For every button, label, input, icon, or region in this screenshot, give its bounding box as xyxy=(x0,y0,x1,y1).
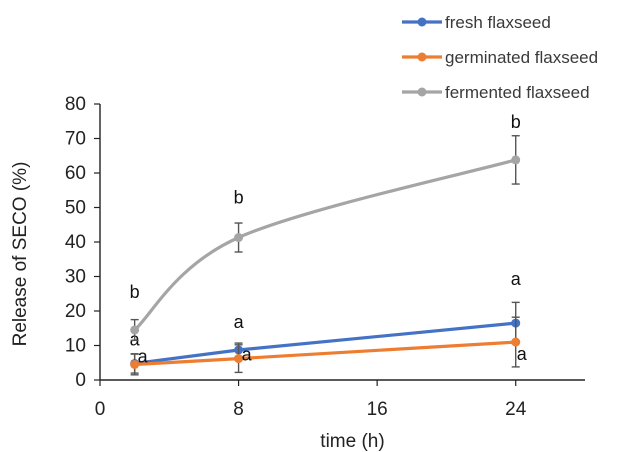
y-tick-label: 50 xyxy=(65,198,86,219)
x-tick-label: 16 xyxy=(367,399,388,420)
legend-marker xyxy=(417,17,427,27)
legend-label: fermented flaxseed xyxy=(445,83,590,102)
data-point xyxy=(130,359,140,369)
significance-label: a xyxy=(242,345,253,365)
y-tick-label: 80 xyxy=(65,94,86,115)
x-tick-label: 0 xyxy=(95,399,106,420)
significance-label: b xyxy=(234,188,244,208)
significance-label: a xyxy=(511,269,522,289)
y-tick-label: 30 xyxy=(65,267,86,288)
y-tick-label: 40 xyxy=(65,232,86,253)
y-tick-label: 70 xyxy=(65,129,86,150)
plot-area: 01020304050607080081624aaaaaabbb xyxy=(65,94,585,420)
significance-label: b xyxy=(511,112,521,132)
significance-label: a xyxy=(234,312,245,332)
legend-label: germinated flaxseed xyxy=(445,48,598,67)
series-line xyxy=(133,158,518,332)
series-line xyxy=(133,340,518,367)
data-point xyxy=(511,337,521,347)
y-tick-label: 60 xyxy=(65,163,86,184)
significance-label: a xyxy=(517,344,528,364)
y-tick-label: 10 xyxy=(65,336,86,357)
y-axis-label: Release of SECO (%) xyxy=(10,162,31,347)
legend-marker xyxy=(417,87,427,97)
legend-marker xyxy=(417,52,427,62)
legend: fresh flaxseed germinated flaxseed ferment… xyxy=(402,13,598,102)
x-tick-label: 24 xyxy=(505,399,527,420)
series-line xyxy=(133,321,518,365)
x-axis-label: time (h) xyxy=(320,431,384,452)
data-point xyxy=(511,155,521,165)
legend-label: fresh flaxseed xyxy=(445,13,551,32)
significance-label: a xyxy=(138,346,149,366)
data-point xyxy=(234,233,244,243)
y-tick-label: 0 xyxy=(75,370,86,391)
y-tick-label: 20 xyxy=(65,301,86,322)
data-point xyxy=(234,354,244,364)
significance-label: b xyxy=(130,282,140,302)
x-tick-label: 8 xyxy=(233,399,244,420)
data-point xyxy=(130,325,140,335)
